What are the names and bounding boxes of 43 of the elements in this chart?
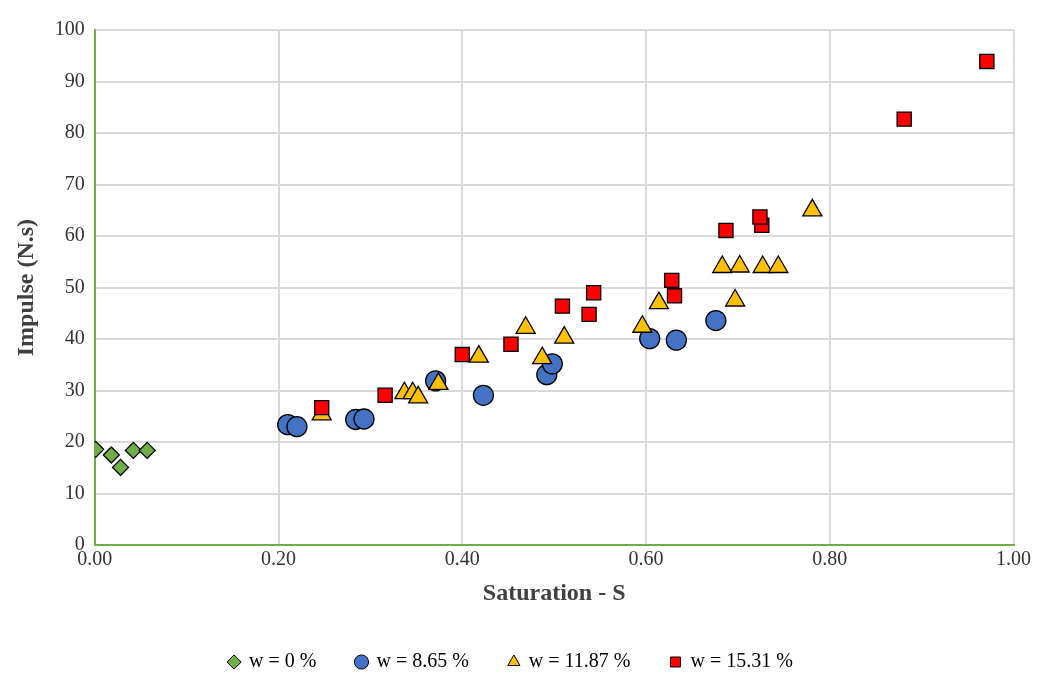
point — [581, 306, 597, 323]
point — [138, 441, 156, 460]
point — [286, 416, 308, 438]
x-tick-label: 0.80 — [812, 547, 848, 570]
x-tick-label: 0.20 — [261, 547, 297, 570]
y-tick-label: 40 — [64, 326, 85, 349]
point — [377, 387, 393, 403]
y-tick-label: 50 — [64, 274, 85, 297]
y-tick-label: 10 — [64, 480, 85, 503]
legend-label: w = 11.87 % — [528, 649, 631, 672]
y-tick-label: 80 — [64, 120, 85, 143]
legend-label: w = 0 % — [249, 649, 317, 672]
point — [314, 399, 330, 416]
y-tick-label: 60 — [64, 223, 85, 246]
x-axis-title: Saturation - S — [482, 578, 626, 605]
point — [554, 298, 571, 314]
point — [102, 446, 120, 464]
point — [665, 329, 687, 351]
legend-label: w = 15.31 % — [690, 649, 793, 672]
y-axis-title: Impulse (N.s) — [11, 218, 38, 357]
y-tick-label: 100 — [54, 17, 85, 40]
point — [979, 53, 995, 70]
x-tick-label: 1.00 — [996, 547, 1031, 570]
point — [752, 209, 768, 225]
point — [664, 272, 680, 289]
point — [111, 458, 130, 477]
point — [454, 346, 470, 363]
point — [705, 309, 727, 332]
point — [353, 408, 375, 430]
point — [896, 111, 912, 127]
x-tick-label: 0.40 — [444, 547, 480, 570]
point — [718, 222, 734, 239]
y-tick-label: 30 — [64, 377, 85, 400]
y-tick-label: 70 — [64, 171, 85, 194]
point — [585, 285, 602, 301]
point — [124, 441, 143, 460]
point — [472, 384, 495, 406]
legend-label: w = 8.65 % — [376, 649, 469, 672]
point — [666, 288, 683, 304]
x-tick-label: 0.60 — [628, 547, 664, 570]
point — [503, 336, 519, 352]
y-tick-label: 90 — [64, 68, 85, 91]
y-tick-label: 20 — [64, 429, 85, 452]
